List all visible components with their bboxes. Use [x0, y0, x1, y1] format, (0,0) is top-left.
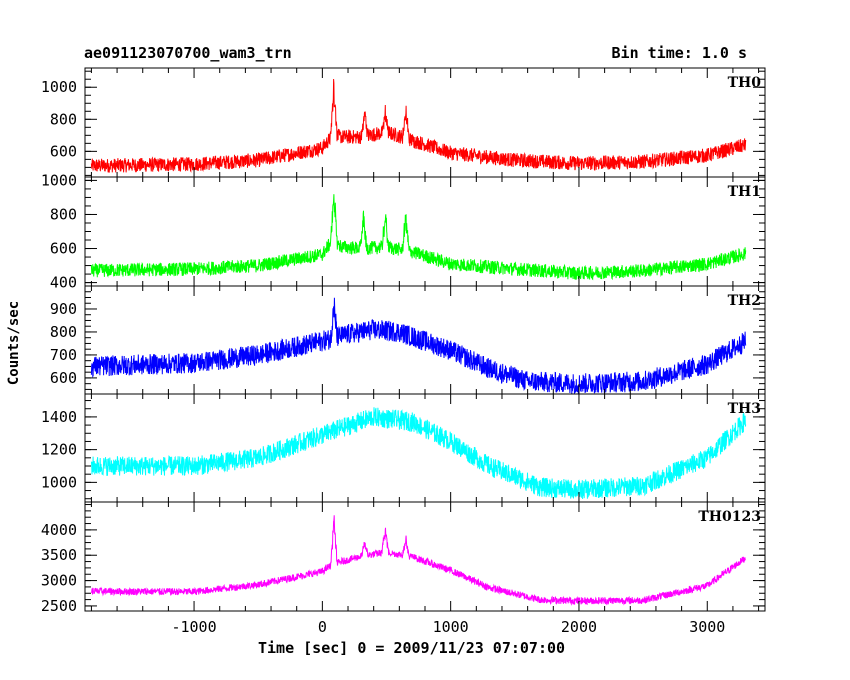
y-tick-label: 1000	[41, 78, 77, 96]
y-tick-label: 3000	[41, 572, 77, 590]
panel-label-th1: TH1	[728, 184, 761, 200]
y-tick-label: 800	[50, 205, 77, 223]
y-axis-label: Counts/sec	[6, 300, 23, 386]
series-th1	[90, 194, 747, 281]
chart-title: ae091123070700_wam3_trn	[84, 44, 292, 62]
bin-time-label: Bin time: 1.0 s	[611, 44, 747, 62]
x-tick-label: 3000	[689, 618, 725, 636]
x-axis-label: Time [sec] 0 = 2009/11/23 07:07:00	[258, 639, 566, 657]
y-tick-label: 4000	[41, 521, 77, 539]
series-th0	[90, 78, 747, 173]
y-tick-label: 1400	[41, 408, 77, 426]
y-tick-label: 600	[50, 369, 77, 387]
panel-label-th2: TH2	[728, 293, 761, 309]
series-th3	[90, 407, 747, 500]
y-tick-label: 1000	[41, 473, 77, 491]
y-tick-label: 2500	[41, 597, 77, 615]
series-th2	[90, 297, 747, 394]
y-tick-label: 900	[50, 300, 77, 318]
x-tick-label: -1000	[171, 618, 216, 636]
y-tick-label: 400	[50, 274, 77, 292]
panel-frame-th3	[84, 393, 766, 503]
panel-label-th0: TH0	[728, 75, 762, 91]
y-tick-label: 600	[50, 240, 77, 258]
y-tick-label: 1000	[41, 171, 77, 189]
y-tick-label: 3500	[41, 546, 77, 564]
y-tick-label: 600	[50, 142, 77, 160]
y-tick-label: 1200	[41, 441, 77, 459]
x-tick-label: 0	[318, 618, 327, 636]
y-tick-label: 800	[50, 110, 77, 128]
panel-label-th0123: TH0123	[698, 509, 761, 525]
series-th0123	[90, 515, 746, 606]
x-tick-label: 1000	[433, 618, 469, 636]
y-tick-label: 700	[50, 346, 77, 364]
y-tick-label: 800	[50, 323, 77, 341]
panel-label-th3: TH3	[728, 401, 761, 417]
x-tick-label: 2000	[561, 618, 597, 636]
